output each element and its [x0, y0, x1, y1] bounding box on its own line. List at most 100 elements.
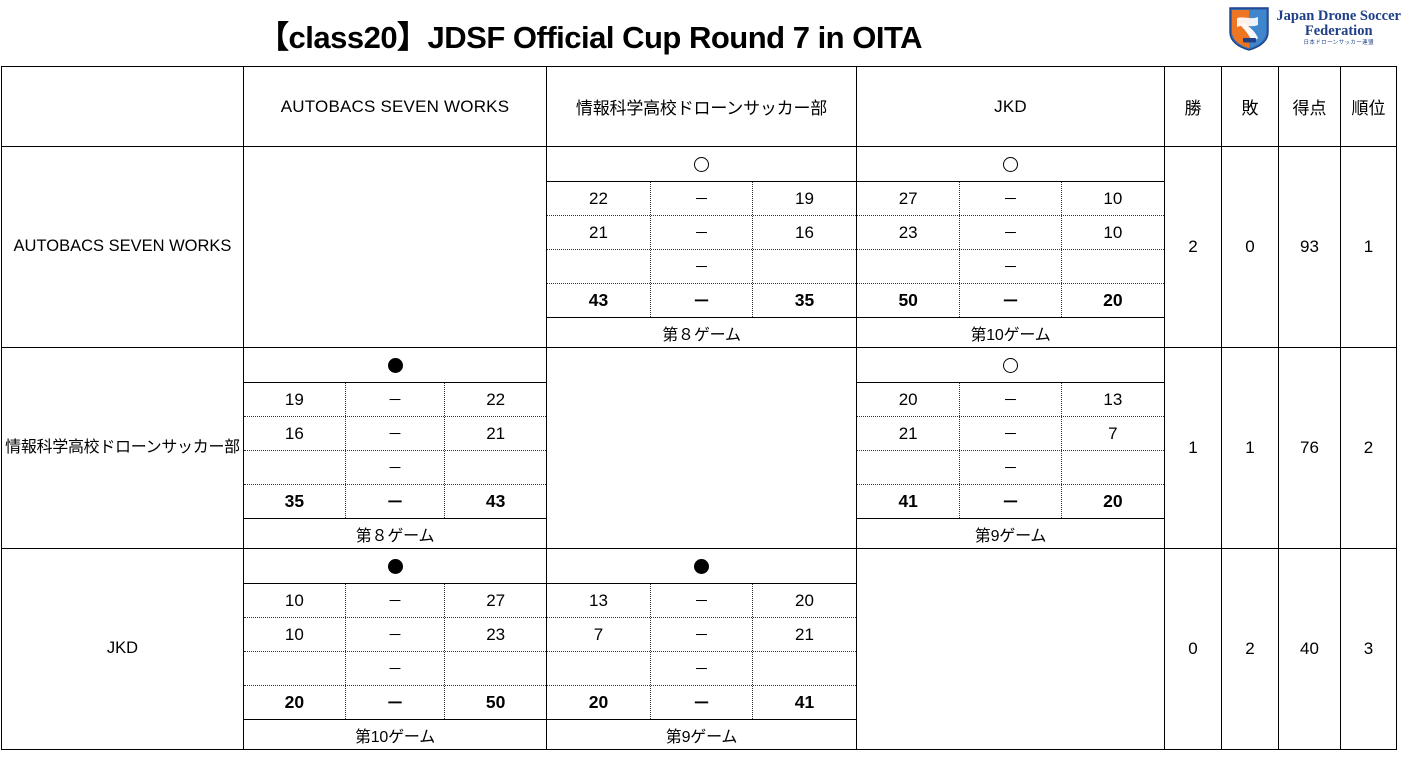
set-score-row: －	[547, 250, 856, 284]
result-loss-dot-icon	[387, 357, 403, 373]
row-wins: 0	[1164, 548, 1222, 750]
match-result-mark-row	[857, 348, 1164, 383]
match-cell: 19 － 22 16 － 21 － 35	[243, 347, 547, 549]
total-opp-score: 43	[485, 491, 506, 511]
set-own-score	[244, 451, 346, 484]
score-dash: －	[346, 686, 446, 719]
total-own-score: 20	[547, 686, 652, 719]
set-own-score: 20	[857, 383, 961, 416]
row-losses: 1	[1221, 347, 1279, 549]
logo-text: Japan Drone Soccer Federation 日本ドローンサッカー…	[1276, 9, 1401, 46]
set-score-row: －	[857, 451, 1164, 485]
set-score-row: 20 － 13	[857, 383, 1164, 417]
set-own-score: 7	[547, 618, 652, 651]
set-own-score: 21	[857, 417, 961, 450]
row-wins: 2	[1164, 146, 1222, 348]
set-opp-score: 27	[486, 590, 506, 610]
row-wins: 1	[1164, 347, 1222, 549]
set-own-score: 10	[244, 618, 346, 651]
game-number-label: 第８ゲーム	[355, 527, 435, 545]
score-dash: －	[651, 618, 753, 651]
table-row: JKD 10 － 27 10 － 23	[1, 548, 1397, 750]
score-dash: －	[651, 216, 753, 249]
score-dash: －	[346, 383, 446, 416]
header-opponent-autobacs: AUTOBACS SEVEN WORKS	[243, 66, 547, 147]
score-dash: －	[651, 182, 753, 215]
header-losses: 敗	[1221, 66, 1279, 147]
match-cell: 20 － 13 21 － 7 － 41	[856, 347, 1165, 549]
row-rank: 2	[1340, 347, 1397, 549]
row-points: 76	[1278, 347, 1341, 549]
set-opp-score: 7	[1108, 423, 1118, 443]
set-opp-score	[753, 250, 856, 283]
self-match-cell	[856, 548, 1165, 750]
set-own-score: 27	[857, 182, 961, 215]
set-own-score: 22	[547, 182, 652, 215]
set-own-score: 19	[244, 383, 346, 416]
set-opp-score	[1062, 451, 1164, 484]
total-score-row: 41 － 20	[857, 485, 1164, 519]
score-dash: －	[346, 652, 446, 685]
table-row: 情報科学高校ドローンサッカー部 19 － 22 16 － 21	[1, 347, 1397, 549]
total-opp-score: 20	[1103, 491, 1123, 511]
total-opp-score: 35	[794, 290, 815, 310]
total-opp-score: 41	[794, 692, 815, 712]
set-own-score: 16	[244, 417, 346, 450]
set-score-row: 13 － 20	[547, 584, 856, 618]
total-own-score: 35	[244, 485, 346, 518]
logo-subtitle-jp: 日本ドローンサッカー連盟	[1303, 39, 1374, 46]
set-opp-score: 19	[795, 188, 814, 208]
set-own-score	[857, 250, 961, 283]
set-own-score	[547, 250, 652, 283]
header-corner-cell	[1, 66, 244, 147]
score-dash: －	[960, 417, 1062, 450]
set-own-score: 23	[857, 216, 961, 249]
row-team-name: JKD	[1, 548, 244, 750]
set-score-row: 23 － 10	[857, 216, 1164, 250]
set-opp-score: 22	[486, 389, 506, 409]
score-dash: －	[346, 618, 446, 651]
set-score-row: 16 － 21	[244, 417, 546, 451]
game-number-label: 第9ゲーム	[665, 728, 738, 746]
self-match-cell	[546, 347, 857, 549]
result-loss-dot-icon	[387, 558, 403, 574]
set-score-row: 21 － 16	[547, 216, 856, 250]
header-wins: 勝	[1164, 66, 1222, 147]
set-own-score: 13	[547, 584, 652, 617]
score-dash: －	[960, 383, 1062, 416]
total-own-score: 43	[547, 284, 652, 317]
score-dash: －	[651, 284, 753, 317]
match-cell: 13 － 20 7 － 21 － 20	[546, 548, 857, 750]
row-losses: 2	[1221, 548, 1279, 750]
standings-table: AUTOBACS SEVEN WORKS 情報科学高校ドローンサッカー部 JKD…	[1, 66, 1397, 750]
set-opp-score: 13	[1103, 389, 1123, 409]
set-score-row: 27 － 10	[857, 182, 1164, 216]
score-dash: －	[651, 652, 753, 685]
row-team-name: AUTOBACS SEVEN WORKS	[1, 146, 244, 348]
jdsf-logo: Japan Drone Soccer Federation 日本ドローンサッカー…	[1228, 5, 1401, 51]
set-score-row: 19 － 22	[244, 383, 546, 417]
match-result-mark-row	[244, 549, 546, 584]
set-own-score: 21	[547, 216, 652, 249]
total-own-score: 50	[857, 284, 961, 317]
set-score-row: －	[244, 652, 546, 686]
set-score-row: －	[244, 451, 546, 485]
row-team-name: 情報科学高校ドローンサッカー部	[1, 347, 244, 549]
game-number-label: 第８ゲーム	[662, 326, 741, 344]
set-score-row: 7 － 21	[547, 618, 856, 652]
set-opp-score	[445, 652, 546, 685]
score-dash: －	[960, 250, 1062, 283]
set-opp-score: 20	[795, 590, 814, 610]
row-points: 40	[1278, 548, 1341, 750]
shield-logo-icon	[1229, 7, 1270, 51]
score-dash: －	[651, 686, 753, 719]
match-cell: 22 － 19 21 － 16 － 43	[546, 146, 857, 348]
total-opp-score: 20	[1103, 290, 1123, 310]
game-number-label: 第10ゲーム	[354, 728, 436, 746]
result-win-circle-icon	[1003, 156, 1018, 172]
score-dash: －	[960, 284, 1062, 317]
set-score-row: －	[857, 250, 1164, 284]
set-opp-score: 21	[486, 423, 506, 443]
set-score-row: 22 － 19	[547, 182, 856, 216]
match-cell: 10 － 27 10 － 23 － 20	[243, 548, 547, 750]
